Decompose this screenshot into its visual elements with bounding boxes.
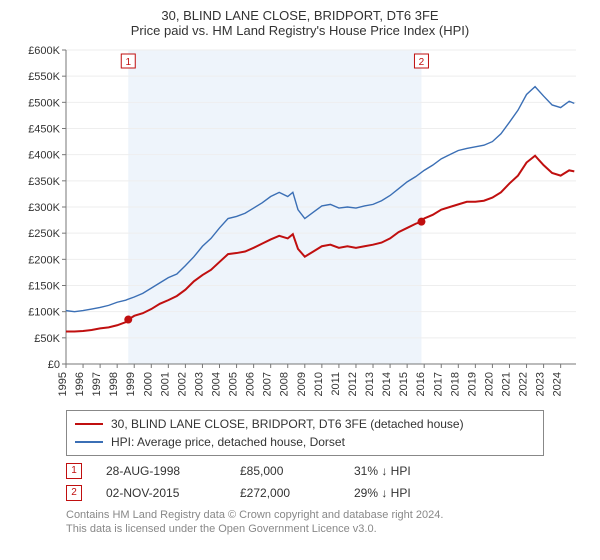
legend-swatch-hpi bbox=[75, 441, 103, 443]
legend-swatch-property bbox=[75, 423, 103, 425]
sale-marker-2: 2 bbox=[66, 485, 82, 501]
svg-text:2001: 2001 bbox=[159, 372, 171, 396]
svg-text:2010: 2010 bbox=[313, 372, 325, 396]
svg-text:2008: 2008 bbox=[279, 372, 291, 396]
svg-text:2012: 2012 bbox=[347, 372, 359, 396]
svg-text:£350K: £350K bbox=[28, 176, 60, 188]
svg-text:£100K: £100K bbox=[28, 307, 60, 319]
svg-text:2018: 2018 bbox=[449, 372, 461, 396]
svg-text:£150K: £150K bbox=[28, 281, 60, 293]
svg-text:1997: 1997 bbox=[91, 372, 103, 396]
svg-text:2023: 2023 bbox=[535, 372, 547, 396]
sale-delta-1: 31% ↓ HPI bbox=[354, 460, 411, 482]
svg-text:2022: 2022 bbox=[518, 372, 530, 396]
footer-attribution: Contains HM Land Registry data © Crown c… bbox=[66, 508, 588, 536]
svg-text:2019: 2019 bbox=[466, 372, 478, 396]
svg-text:2: 2 bbox=[419, 57, 425, 68]
svg-text:1998: 1998 bbox=[108, 372, 120, 396]
svg-text:1: 1 bbox=[125, 57, 131, 68]
chart-title-line1: 30, BLIND LANE CLOSE, BRIDPORT, DT6 3FE bbox=[12, 8, 588, 23]
svg-text:2005: 2005 bbox=[228, 372, 240, 396]
svg-text:2009: 2009 bbox=[296, 372, 308, 396]
price-chart: £0 £50K £100K £150K £200K £250K £300K £350K £400… bbox=[20, 44, 580, 404]
svg-text:£600K: £600K bbox=[28, 45, 60, 57]
svg-text:2013: 2013 bbox=[364, 372, 376, 396]
svg-text:1996: 1996 bbox=[74, 372, 86, 396]
svg-text:2011: 2011 bbox=[330, 372, 342, 396]
svg-text:2002: 2002 bbox=[176, 372, 188, 396]
legend-box: 30, BLIND LANE CLOSE, BRIDPORT, DT6 3FE … bbox=[66, 410, 544, 456]
sale-row-1: 1 28-AUG-1998 £85,000 31% ↓ HPI bbox=[66, 460, 588, 482]
sales-list: 1 28-AUG-1998 £85,000 31% ↓ HPI 2 02-NOV… bbox=[66, 460, 588, 504]
svg-text:£0: £0 bbox=[48, 359, 60, 371]
svg-text:2007: 2007 bbox=[262, 372, 274, 396]
svg-text:£400K: £400K bbox=[28, 150, 60, 162]
svg-text:£250K: £250K bbox=[28, 228, 60, 240]
svg-text:2024: 2024 bbox=[552, 372, 564, 396]
sale-marker-1: 1 bbox=[66, 463, 82, 479]
svg-text:2015: 2015 bbox=[398, 372, 410, 396]
footer-line1: Contains HM Land Registry data © Crown c… bbox=[66, 508, 588, 522]
legend-label-hpi: HPI: Average price, detached house, Dors… bbox=[111, 433, 345, 451]
svg-text:2006: 2006 bbox=[245, 372, 257, 396]
svg-text:2000: 2000 bbox=[142, 372, 154, 396]
svg-text:2017: 2017 bbox=[432, 372, 444, 396]
sale-row-2: 2 02-NOV-2015 £272,000 29% ↓ HPI bbox=[66, 482, 588, 504]
footer-line2: This data is licensed under the Open Gov… bbox=[66, 522, 588, 536]
svg-text:1995: 1995 bbox=[57, 372, 69, 396]
svg-text:£300K: £300K bbox=[28, 202, 60, 214]
sale-delta-2: 29% ↓ HPI bbox=[354, 482, 411, 504]
svg-text:£500K: £500K bbox=[28, 97, 60, 109]
svg-text:2016: 2016 bbox=[415, 372, 427, 396]
svg-text:2004: 2004 bbox=[211, 372, 223, 396]
sale-price-1: £85,000 bbox=[240, 460, 330, 482]
legend-label-property: 30, BLIND LANE CLOSE, BRIDPORT, DT6 3FE … bbox=[111, 415, 464, 433]
svg-text:£450K: £450K bbox=[28, 124, 60, 136]
sale-price-2: £272,000 bbox=[240, 482, 330, 504]
sale-date-2: 02-NOV-2015 bbox=[106, 482, 216, 504]
svg-text:2020: 2020 bbox=[483, 372, 495, 396]
chart-title-line2: Price paid vs. HM Land Registry's House … bbox=[12, 23, 588, 38]
sale-date-1: 28-AUG-1998 bbox=[106, 460, 216, 482]
svg-text:£550K: £550K bbox=[28, 71, 60, 83]
legend-row-property: 30, BLIND LANE CLOSE, BRIDPORT, DT6 3FE … bbox=[75, 415, 535, 433]
svg-text:2021: 2021 bbox=[500, 372, 512, 396]
svg-text:£200K: £200K bbox=[28, 254, 60, 266]
svg-text:2003: 2003 bbox=[193, 372, 205, 396]
svg-text:2014: 2014 bbox=[381, 372, 393, 396]
svg-text:£50K: £50K bbox=[34, 333, 60, 345]
legend-row-hpi: HPI: Average price, detached house, Dors… bbox=[75, 433, 535, 451]
svg-text:1999: 1999 bbox=[125, 372, 137, 396]
